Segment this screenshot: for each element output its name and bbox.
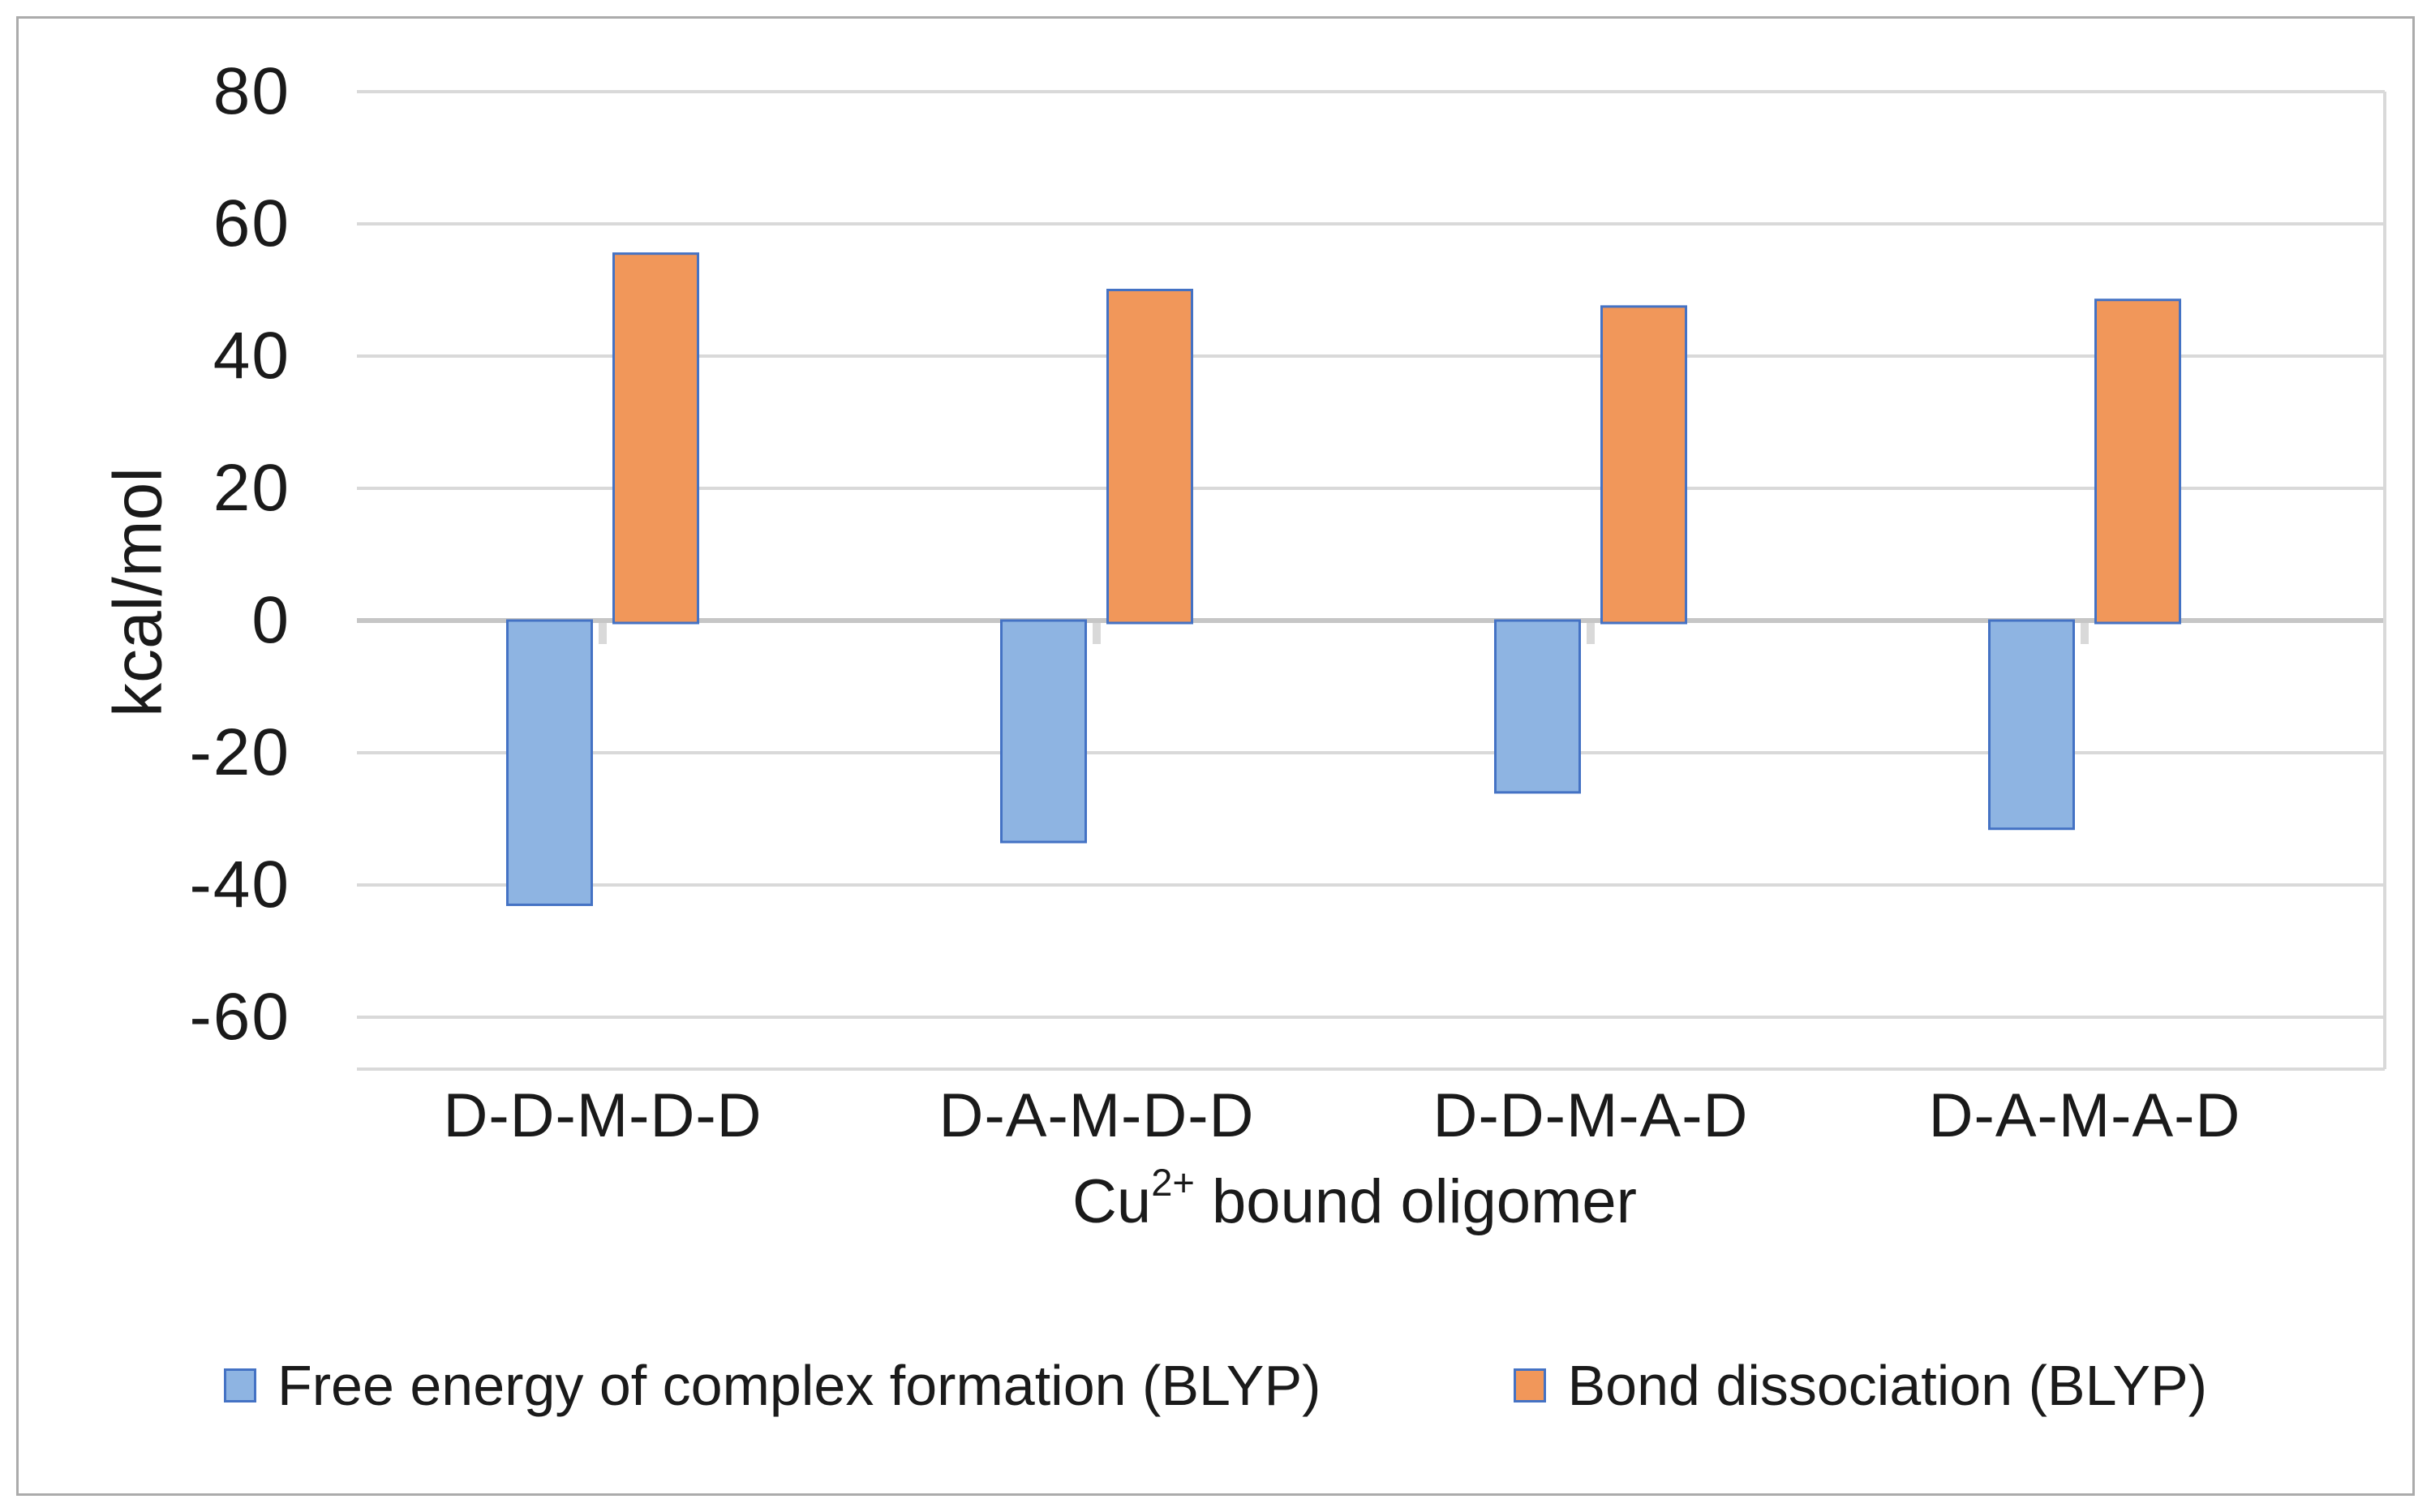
legend-item-free-energy: Free energy of complex formation (BLYP): [223, 1353, 1321, 1418]
y-tick-label: 80: [213, 54, 290, 128]
legend-swatch-blue-icon: [223, 1368, 256, 1402]
category-axis-tick: [1587, 623, 1595, 644]
legend-swatch-orange-icon: [1514, 1368, 1547, 1402]
y-tick-label: -20: [189, 715, 290, 789]
bar-free-energy-D-A-M-A-D: [1988, 619, 2075, 831]
y-tick-label: -60: [189, 980, 290, 1054]
legend-label-free-energy: Free energy of complex formation (BLYP): [277, 1354, 1321, 1417]
legend-label-bond-dissociation: Bond dissociation (BLYP): [1567, 1354, 2208, 1417]
y-tick-label: 20: [213, 451, 290, 525]
x-axis-title-suffix: bound oligomer: [1194, 1167, 1637, 1236]
legend-item-bond-dissociation: Bond dissociation (BLYP): [1514, 1353, 2207, 1418]
y-tick-label: 0: [251, 583, 290, 657]
category-label: D-D-M-A-D: [1432, 1081, 1749, 1150]
bar-bond-dissociation-D-A-M-D-D: [1106, 289, 1193, 625]
bar-bond-dissociation-D-A-M-A-D: [2094, 299, 2181, 625]
bar-free-energy-D-D-M-D-D: [506, 619, 593, 906]
chart-legend: Free energy of complex formation (BLYP) …: [0, 1353, 2431, 1418]
bar-free-energy-D-A-M-D-D: [1000, 619, 1087, 844]
category-axis-tick: [599, 623, 607, 644]
y-tick-label: 60: [213, 187, 290, 260]
category-label: D-A-M-A-D: [1928, 1081, 2241, 1150]
bar-free-energy-D-D-M-A-D: [1494, 619, 1581, 794]
category-axis-tick: [1093, 623, 1101, 644]
category-label: D-D-M-D-D: [443, 1081, 762, 1150]
x-axis-title-superscript: 2+: [1151, 1160, 1195, 1204]
x-axis-title-base: Cu: [1072, 1167, 1152, 1236]
bar-bond-dissociation-D-D-M-A-D: [1600, 305, 1687, 625]
y-tick-label: 40: [213, 319, 290, 393]
category-label: D-A-M-D-D: [938, 1081, 1255, 1150]
category-axis-tick: [2081, 623, 2089, 644]
bar-bond-dissociation-D-D-M-D-D: [612, 252, 699, 625]
x-axis-title: Cu2+ bound oligomer: [1072, 1163, 1637, 1237]
y-tick-label: -40: [189, 848, 290, 921]
chart-outer-border: [16, 16, 2415, 1496]
